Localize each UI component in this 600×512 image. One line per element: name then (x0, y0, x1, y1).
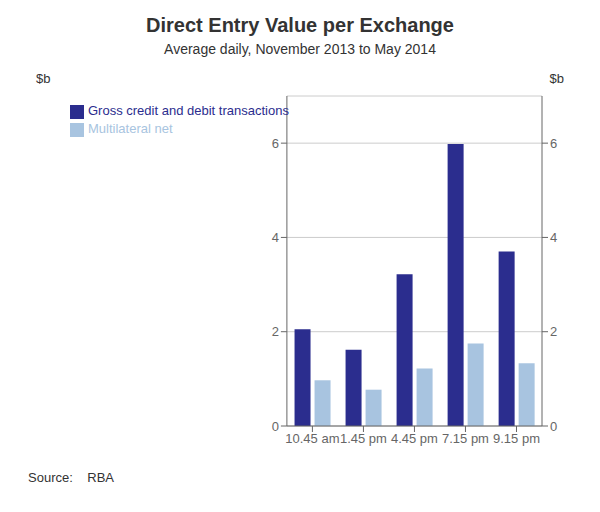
svg-text:2: 2 (550, 324, 557, 339)
svg-text:6: 6 (550, 136, 557, 151)
svg-text:10.45 am: 10.45 am (285, 431, 339, 446)
svg-text:0: 0 (272, 419, 279, 434)
svg-text:7.15 pm: 7.15 pm (442, 431, 489, 446)
html-text:Direct Entry Value per Exchang: Direct Entry Value per Exchange (146, 14, 454, 36)
svg-text:2: 2 (272, 324, 279, 339)
svg-text:1.45 pm: 1.45 pm (340, 431, 387, 446)
svg-text:4: 4 (550, 230, 557, 245)
svg-text:0: 0 (550, 419, 557, 434)
html-text:Source: RBA: Source: RBA (28, 470, 114, 485)
html-text:$b: $b (36, 71, 51, 86)
html-text:$b: $b (549, 71, 564, 86)
html-text:Multilateral net: Multilateral net (88, 121, 173, 136)
svg-text:6: 6 (272, 136, 279, 151)
svg-text:9.15 pm: 9.15 pm (493, 431, 540, 446)
svg-text:4: 4 (272, 230, 279, 245)
html-text:Gross credit and debit transac: Gross credit and debit transactions (88, 103, 289, 118)
svg-text:4.45 pm: 4.45 pm (391, 431, 438, 446)
html-text:Average daily, November 2013 t: Average daily, November 2013 to May 2014 (164, 41, 436, 57)
